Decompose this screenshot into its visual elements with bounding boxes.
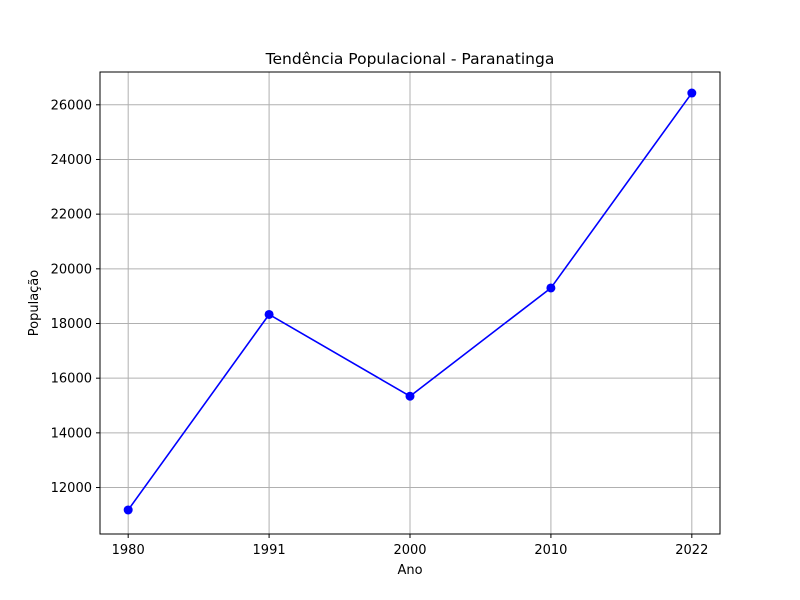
y-tick-label: 20000 <box>51 262 92 277</box>
y-tick-label: 24000 <box>51 153 92 168</box>
y-tick-label: 16000 <box>51 372 92 387</box>
y-tick-label: 12000 <box>51 481 92 496</box>
y-tick-label: 14000 <box>51 426 92 441</box>
x-axis: 1980 1991 2000 2010 2022 <box>112 534 708 558</box>
x-tick-label: 2022 <box>675 543 708 558</box>
y-tick-label: 18000 <box>51 317 92 332</box>
data-point <box>687 88 697 98</box>
x-tick-label: 1991 <box>253 543 286 558</box>
x-axis-label: Ano <box>397 563 422 578</box>
x-tick-label: 1980 <box>112 543 145 558</box>
y-axis-label: População <box>27 270 42 337</box>
data-point <box>123 505 133 515</box>
y-tick-label: 26000 <box>51 98 92 113</box>
grid <box>100 72 720 534</box>
data-point <box>264 309 274 319</box>
y-axis: 12000 14000 16000 18000 20000 22000 24000 26000 <box>51 98 100 496</box>
x-tick-label: 2000 <box>393 543 426 558</box>
data-point <box>405 391 415 401</box>
data-point <box>546 283 556 293</box>
series-layer <box>123 88 697 515</box>
chart-title: Tendência Populacional - Paranatinga <box>265 50 555 68</box>
y-tick-label: 22000 <box>51 208 92 223</box>
x-tick-label: 2010 <box>534 543 567 558</box>
